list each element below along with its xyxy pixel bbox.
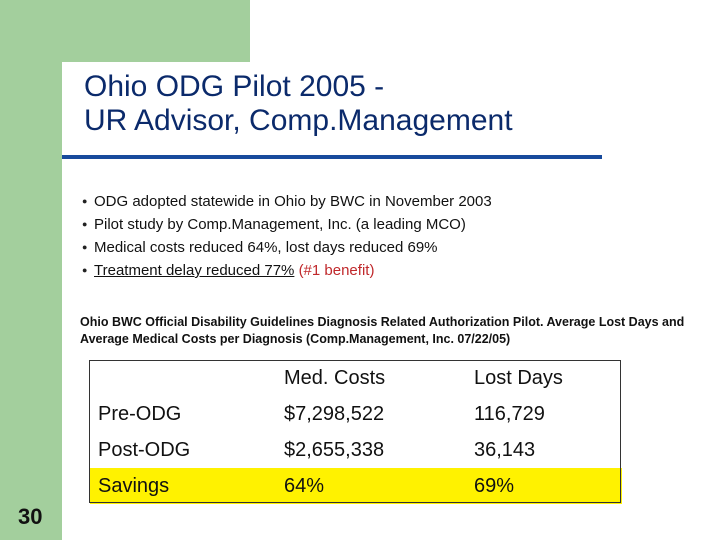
bullet-text-underlined: Treatment delay reduced 77%: [94, 262, 295, 279]
slide-title-line-2: UR Advisor, Comp.Management: [84, 104, 513, 137]
bullet-highlight: (#1 benefit): [298, 262, 375, 279]
background-green-band-left: [0, 0, 62, 540]
table-cell: 69%: [466, 468, 622, 504]
slide-title: Ohio ODG Pilot 2005 - UR Advisor, Comp.M…: [84, 70, 704, 138]
bullet-dot-icon: ●: [82, 196, 88, 206]
table-row: Pre-ODG $7,298,522 116,729: [90, 396, 622, 432]
table-cell: $7,298,522: [284, 402, 385, 425]
table-cell: 116,729: [474, 402, 545, 425]
table-cell: 64%: [276, 468, 466, 504]
bullet-list: ● ODG adopted statewide in Ohio by BWC in…: [74, 190, 694, 282]
table-row-savings: Savings 64% 69%: [90, 468, 622, 504]
table-header-cell: Med. Costs: [284, 366, 386, 389]
table-caption: Ohio BWC Official Disability Guidelines …: [80, 315, 685, 346]
table-cell: 36,143: [474, 438, 536, 461]
content-panel: [62, 62, 720, 540]
table-cell: Post-ODG: [98, 438, 191, 461]
bullet-text: Medical costs reduced 64%, lost days red…: [94, 239, 438, 256]
table-cell: Pre-ODG: [98, 402, 182, 425]
title-divider: [62, 155, 602, 159]
slide-title-line-1: Ohio ODG Pilot 2005 -: [84, 70, 385, 103]
table-header-row: Med. Costs Lost Days: [90, 360, 622, 396]
table-header-cell: [90, 360, 276, 396]
table-header-cell: Lost Days: [474, 366, 563, 389]
table-row: Post-ODG $2,655,338 36,143: [90, 432, 622, 468]
slide-number: 30: [18, 504, 43, 529]
bullet-dot-icon: ●: [82, 242, 88, 252]
bullet-item: ● Pilot study by Comp.Management, Inc. (a…: [74, 213, 694, 236]
bullet-text: ODG adopted statewide in Ohio by BWC in …: [94, 193, 492, 210]
table-cell: Savings: [90, 468, 276, 504]
bullet-text: Pilot study by Comp.Management, Inc. (a …: [94, 216, 466, 233]
bullet-item: ● Medical costs reduced 64%, lost days re…: [74, 236, 694, 259]
bullet-dot-icon: ●: [82, 265, 88, 275]
bullet-item: ● ODG adopted statewide in Ohio by BWC in…: [74, 190, 694, 213]
table-cell: $2,655,338: [284, 438, 385, 461]
bullet-item: ● Treatment delay reduced 77% (#1 benefit…: [74, 259, 694, 282]
results-table: Med. Costs Lost Days Pre-ODG $7,298,522 …: [90, 360, 622, 504]
bullet-dot-icon: ●: [82, 219, 88, 229]
